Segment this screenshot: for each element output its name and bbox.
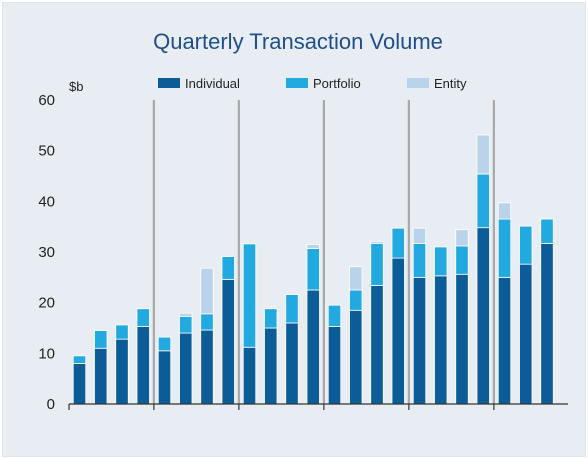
bar-portfolio [136,308,150,327]
bars [72,134,554,405]
bar-individual [306,289,320,405]
legend-swatch-individual [158,78,180,88]
bar-portfolio [455,245,469,275]
bar-portfolio [412,242,427,278]
bar-individual [455,273,469,405]
legend-swatch-portfolio [286,78,308,88]
bar-individual [519,263,533,405]
bar-entity [179,312,193,317]
bar-individual [349,309,363,405]
bar-individual [327,326,342,405]
y-tick-label: 30 [38,244,55,261]
bar-entity [476,134,490,175]
bar-portfolio [519,225,533,265]
bar-portfolio [72,355,87,364]
bar-individual [179,332,193,405]
chart: Quarterly Transaction Volume Individual P… [38,29,568,413]
legend-label-entity: Entity [434,76,467,91]
bar-individual [242,346,257,405]
bar-individual [264,327,278,405]
bar-individual [115,338,129,405]
legend: Individual Portfolio Entity [158,76,467,91]
chart-title: Quarterly Transaction Volume [153,29,443,54]
bar-individual [200,329,214,405]
bar-portfolio [391,227,405,259]
bar-individual [94,347,108,405]
bar-portfolio [327,304,342,327]
y-axis: 0 10 20 30 40 50 60 [38,92,55,413]
bar-portfolio [497,218,512,278]
legend-label-individual: Individual [185,76,240,91]
bar-entity [497,202,512,220]
bar-portfolio [476,173,490,229]
bar-entity [349,266,363,291]
bar-individual [136,326,150,405]
bar-entity [412,227,427,244]
legend-swatch-entity [407,78,429,88]
bar-portfolio [157,336,172,352]
bar-portfolio [115,324,129,340]
bar-portfolio [370,242,384,286]
bar-individual [221,278,235,405]
bar-individual [157,350,172,405]
bar-portfolio [434,246,448,277]
y-tick-label: 50 [38,143,55,160]
bar-individual [391,257,405,405]
y-tick-label: 40 [38,193,55,210]
bar-entity [370,240,384,244]
bar-entity [200,267,214,315]
bar-individual [434,275,448,405]
bar-individual [285,322,299,405]
legend-label-portfolio: Portfolio [313,76,361,91]
bar-portfolio [540,218,554,244]
bar-entity [306,243,320,249]
y-tick-label: 60 [38,92,55,109]
bar-portfolio [349,289,363,311]
bar-individual [476,227,490,405]
bar-portfolio [285,294,299,324]
y-tick-label: 0 [47,396,55,413]
bar-individual [370,285,384,405]
bar-portfolio [221,256,235,280]
bar-portfolio [264,308,278,329]
bar-portfolio [179,315,193,334]
bar-entity [455,229,469,247]
bar-portfolio [242,243,257,348]
y-tick-label: 10 [38,345,55,362]
y-tick-label: 20 [38,295,55,312]
bar-portfolio [306,248,320,291]
bar-individual [540,242,554,405]
x-axis [68,403,568,410]
bar-individual [72,363,87,405]
year-separators [152,100,495,404]
bar-individual [412,276,427,405]
bar-portfolio [200,313,214,331]
bar-portfolio [94,330,108,349]
bar-individual [497,276,512,405]
y-axis-unit-label: $b [69,79,83,94]
